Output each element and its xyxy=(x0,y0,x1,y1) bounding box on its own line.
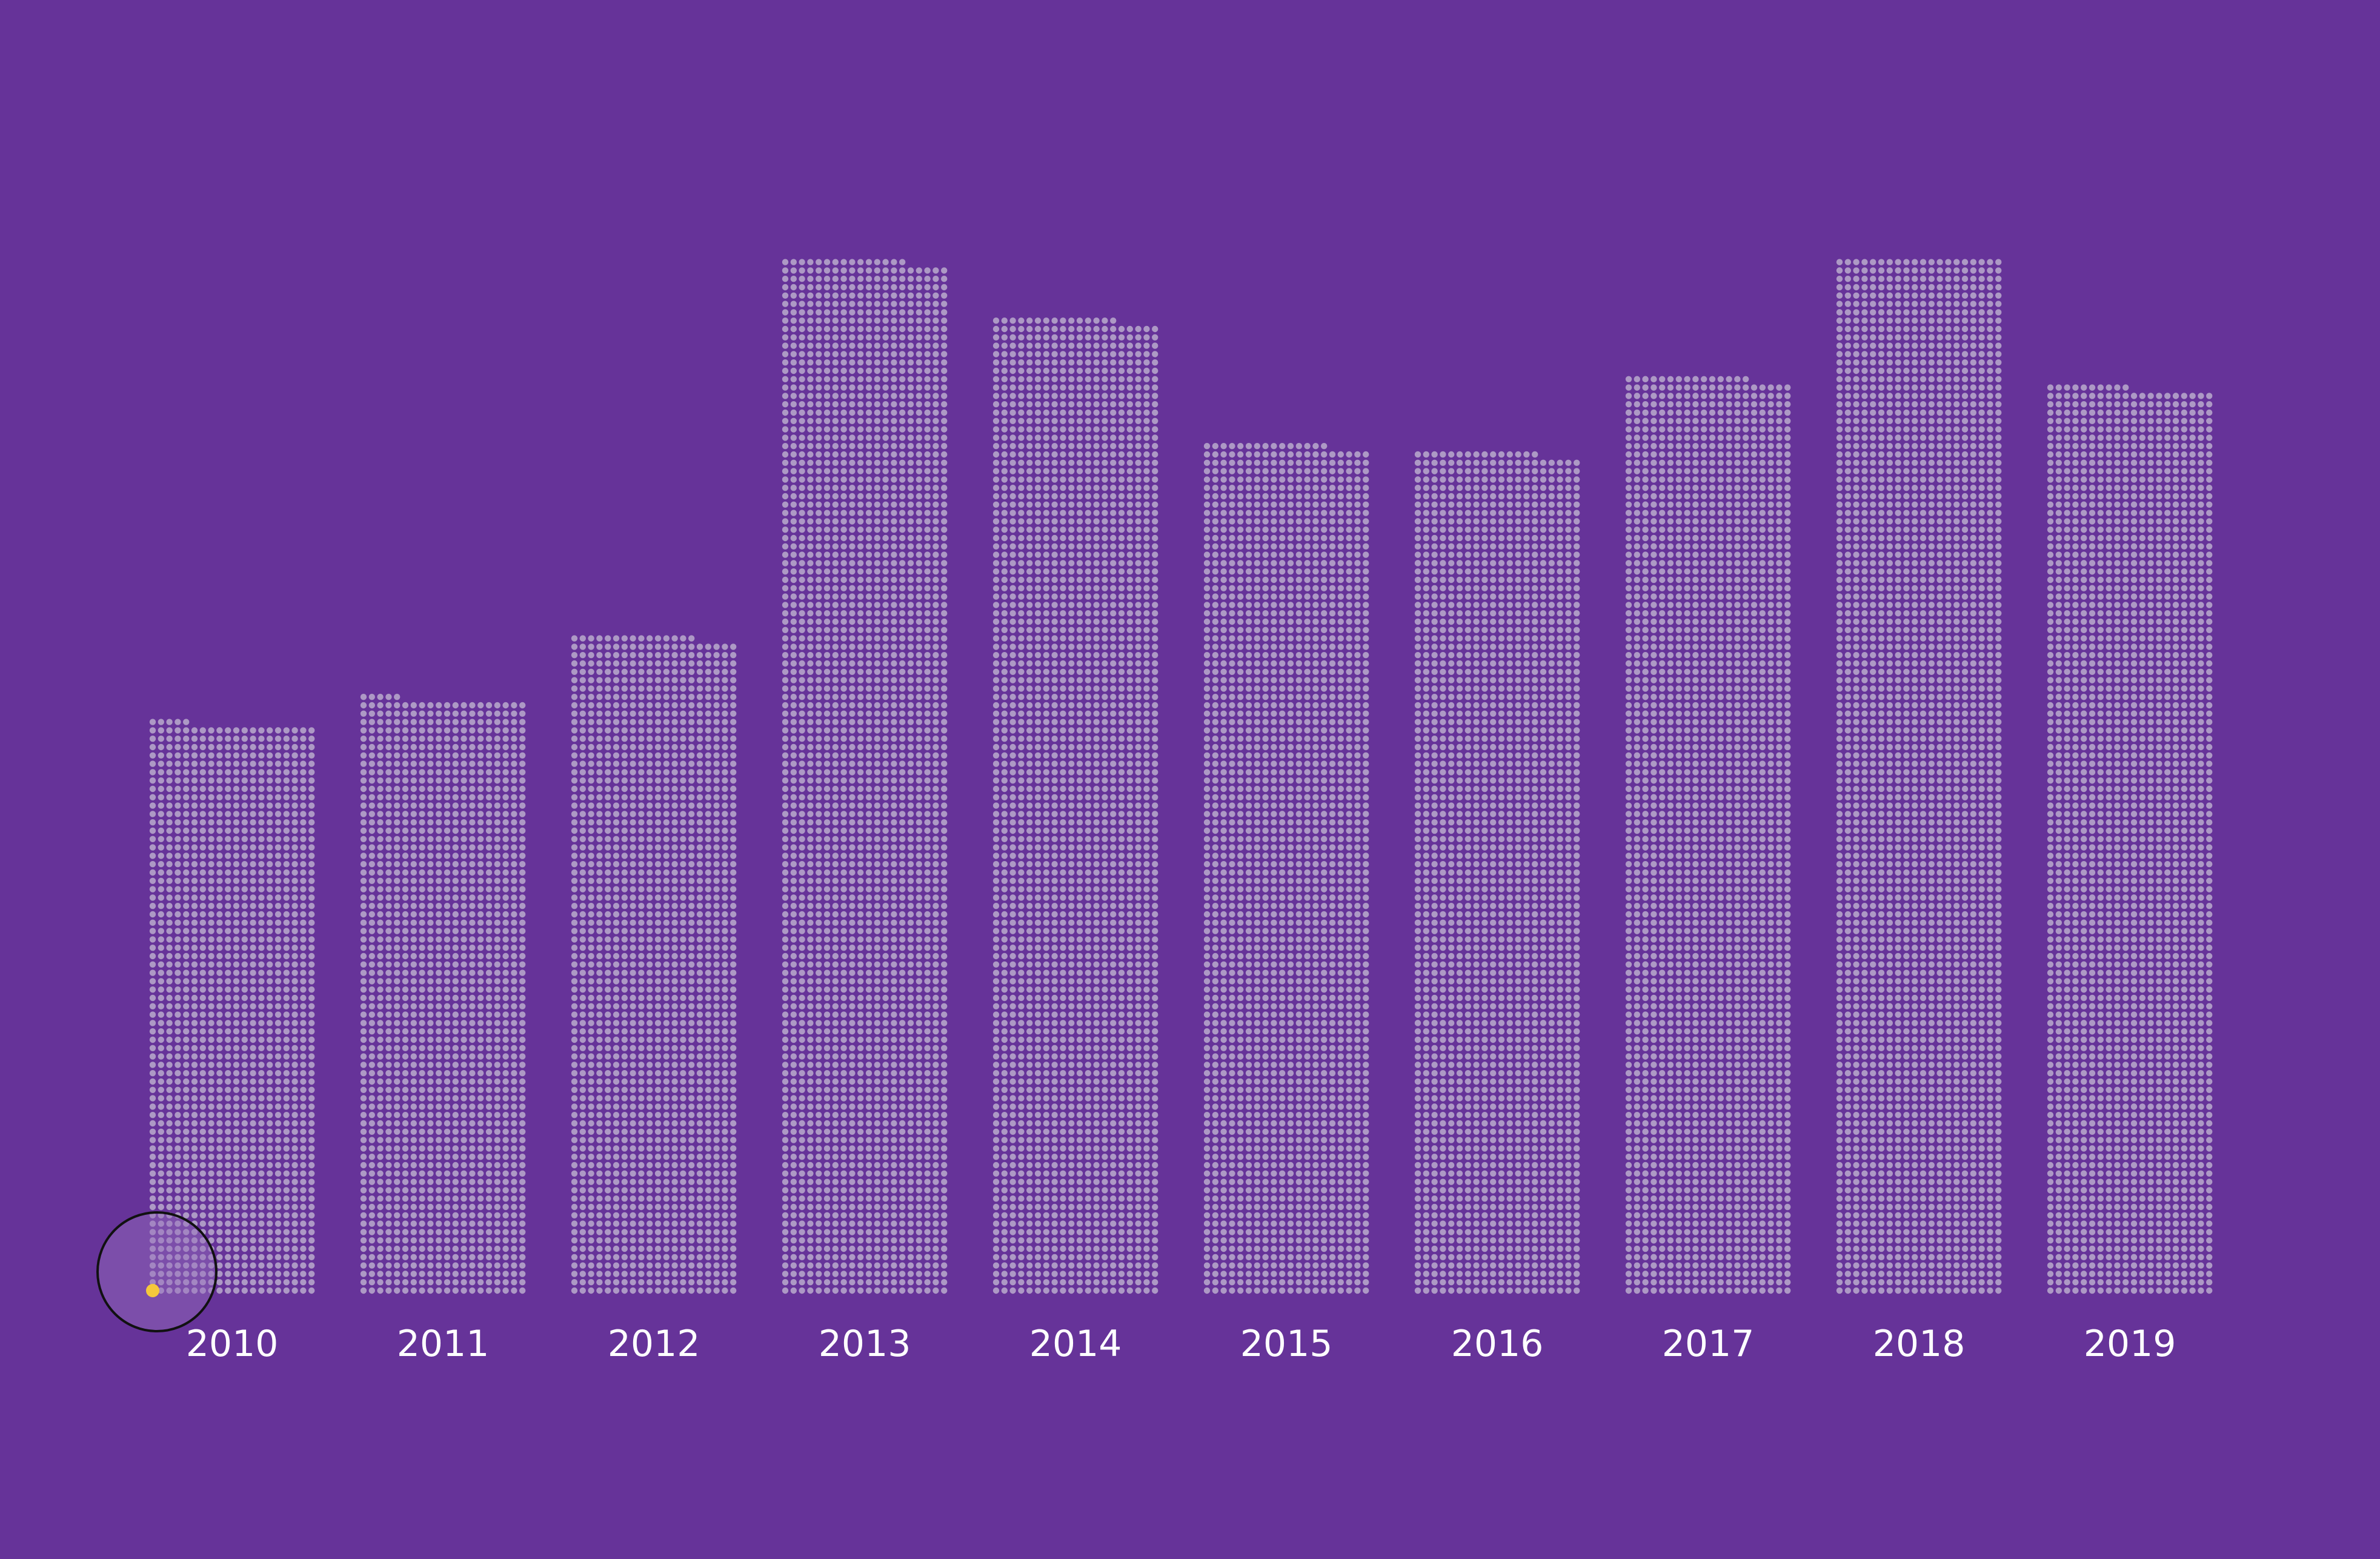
highlight-ring xyxy=(96,1211,218,1332)
tick-label-2010: 2010 xyxy=(186,1323,279,1365)
highlight-layer xyxy=(96,1211,218,1332)
tick-label-2018: 2018 xyxy=(1873,1323,1966,1365)
highlight-dot xyxy=(146,1284,159,1297)
tick-label-2014: 2014 xyxy=(1029,1323,1122,1365)
tick-label-2019: 2019 xyxy=(2084,1323,2176,1365)
tick-label-2011: 2011 xyxy=(397,1323,490,1365)
tick-label-2015: 2015 xyxy=(1240,1323,1333,1365)
tick-labels-layer: 2010 2011 2012 2013 2014 2015 2016 2017 2018 2019 xyxy=(186,1323,2176,1365)
tick-label-2016: 2016 xyxy=(1451,1323,1544,1365)
tick-label-2012: 2012 xyxy=(608,1323,700,1365)
tick-label-2013: 2013 xyxy=(819,1323,911,1365)
tick-label-2017: 2017 xyxy=(1662,1323,1755,1365)
